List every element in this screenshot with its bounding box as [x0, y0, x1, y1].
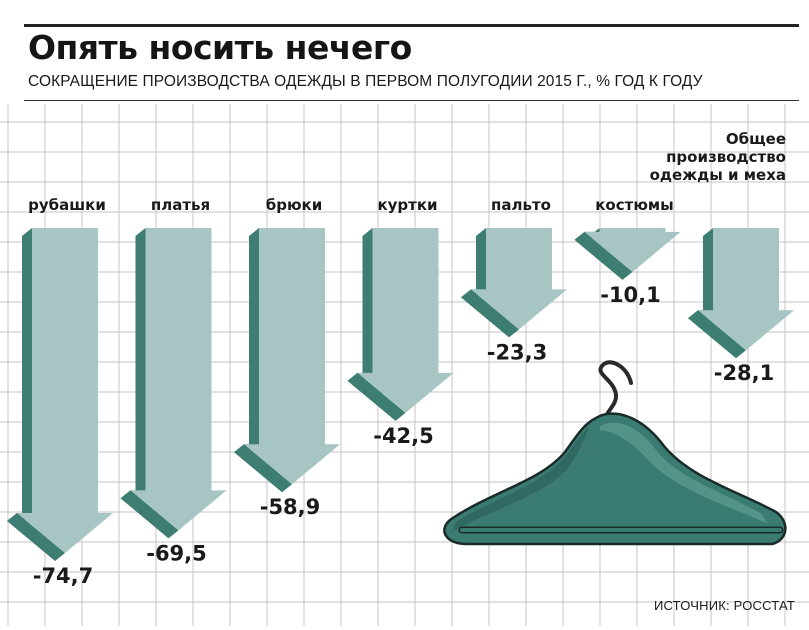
arrow-bars	[7, 228, 794, 561]
arrow-side-shaft	[476, 228, 486, 298]
category-label-line: брюки	[266, 196, 322, 214]
category-label-line: одежды и меха	[650, 166, 786, 184]
category-label-line: рубашки	[28, 196, 106, 214]
arrow-bar	[688, 228, 794, 359]
top-rule	[24, 24, 799, 27]
arrow-side-head-edge	[7, 512, 65, 561]
arrow-face	[130, 228, 227, 531]
category-label: куртки	[377, 196, 437, 214]
arrow-side-shaft	[249, 228, 259, 453]
value-label: -69,5	[146, 541, 207, 565]
category-label-line: костюмы	[595, 196, 673, 214]
source-note: ИСТОЧНИК: РОССТАТ	[653, 598, 795, 613]
value-label: -10,1	[600, 283, 661, 307]
category-label-line: производство	[666, 148, 786, 166]
arrow-face	[17, 228, 113, 553]
arrow-face	[471, 228, 567, 330]
hanger-body-highlight	[600, 422, 768, 524]
arrow-bar	[461, 228, 567, 338]
category-label: рубашки	[28, 196, 106, 214]
arrow-side-head-edge	[347, 372, 406, 421]
arrow-face	[698, 228, 794, 351]
arrow-side-shaft	[135, 228, 146, 499]
value-label: -28,1	[714, 361, 775, 385]
category-label-line: Общее	[726, 130, 786, 148]
category-label: брюки	[266, 196, 322, 214]
hanger-body-shadow	[452, 426, 590, 532]
value-label: -42,5	[373, 424, 434, 448]
category-label-line: куртки	[377, 196, 437, 214]
category-label: костюмы	[595, 196, 673, 214]
arrow-side-head-edge	[234, 444, 292, 493]
arrow-side-head-edge	[574, 231, 633, 280]
arrow-bar	[7, 228, 113, 561]
arrow-side-shaft	[362, 228, 373, 381]
coat-hanger-icon	[443, 360, 787, 546]
hanger-hook	[598, 360, 633, 426]
arrow-side-head-edge	[120, 490, 179, 539]
value-label: -74,7	[33, 564, 94, 588]
category-label: платья	[151, 196, 210, 214]
arrow-bar	[347, 228, 454, 421]
subtitle-rule	[24, 100, 799, 101]
category-labels: рубашки платья брюки куртки пальто костюмы Общ…	[28, 130, 786, 214]
category-label: пальто	[491, 196, 551, 214]
arrow-bar	[234, 228, 340, 493]
value-label: -58,9	[260, 495, 321, 519]
chart-subtitle: СОКРАЩЕНИЕ ПРОИЗВОДСТВА ОДЕЖДЫ В ПЕРВОМ …	[28, 73, 703, 90]
arrow-face	[244, 228, 340, 485]
arrow-side-shaft	[703, 228, 713, 319]
category-label-line: платья	[151, 196, 210, 214]
value-label: -23,3	[487, 340, 548, 364]
arrow-face	[584, 228, 681, 272]
arrow-side-shaft	[22, 228, 32, 521]
category-label-line: пальто	[491, 196, 551, 214]
arrow-bar	[120, 228, 227, 539]
arrow-bar	[574, 228, 681, 280]
chart-title: Опять носить нечего	[28, 28, 412, 67]
hanger-body	[443, 412, 787, 546]
category-label: Общее производство одежды и меха	[650, 130, 786, 184]
arrow-face	[357, 228, 454, 413]
arrow-side-head-edge	[461, 289, 519, 338]
arrow-side-head-edge	[688, 310, 746, 359]
value-labels: -74,7 -69,5 -58,9 -42,5 -23,3 -10,1 -28,1	[33, 283, 775, 588]
